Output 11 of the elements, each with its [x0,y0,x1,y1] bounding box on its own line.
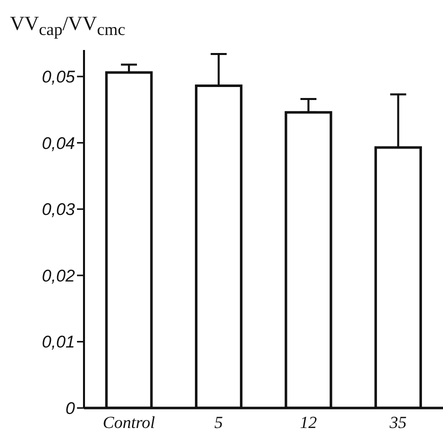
x-tick-label: 35 [388,413,407,432]
y-tick-label: 0,05 [42,68,76,87]
x-tick-label: 12 [300,413,318,432]
y-axis-title: VV$_{cap}$/VV$_{cmc}$ [10,13,126,40]
y-tick-label: 0,03 [42,200,76,220]
x-tick-label: 5 [214,413,223,432]
x-tick-label: Control [102,413,156,432]
y-tick-label: 0 [66,399,76,418]
y-tick-label: 0,02 [42,266,76,286]
y-tick-label: 0,04 [42,134,75,153]
y-tick-label: 0,01 [42,332,75,352]
